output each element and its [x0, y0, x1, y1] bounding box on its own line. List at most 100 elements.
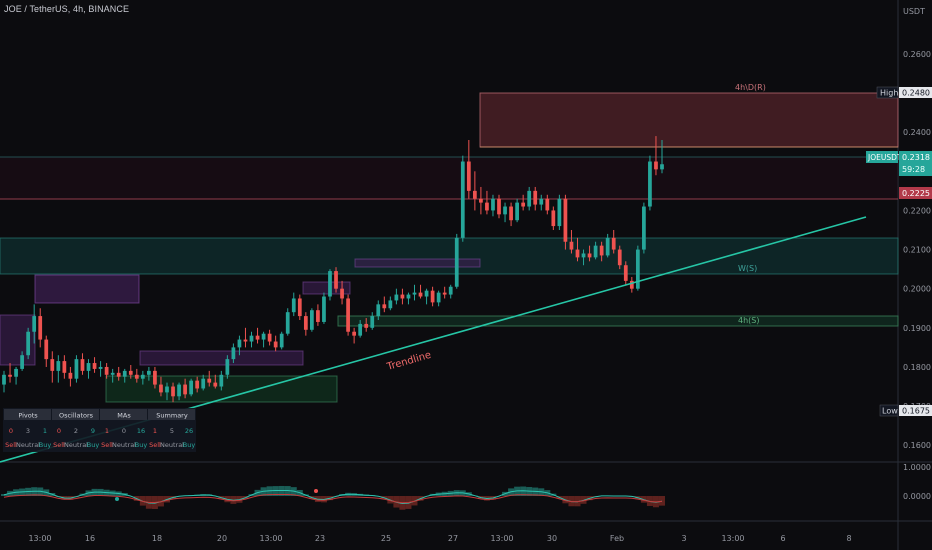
candle[interactable] — [442, 286, 447, 299]
candle[interactable] — [310, 308, 314, 332]
candle[interactable] — [38, 308, 43, 348]
candle[interactable] — [527, 186, 532, 211]
candle[interactable] — [563, 194, 568, 250]
candle[interactable] — [291, 292, 296, 317]
zone-4h-d-resistance[interactable] — [479, 92, 899, 148]
candle[interactable] — [605, 233, 610, 258]
candle[interactable] — [86, 359, 91, 379]
candle[interactable] — [153, 366, 157, 389]
candle[interactable] — [545, 194, 550, 215]
candle[interactable] — [472, 171, 477, 211]
zone-weekly-support[interactable] — [0, 237, 899, 275]
candle[interactable] — [328, 269, 332, 301]
time-axis[interactable]: 13:00 16 18 20 13:00 23 25 27 13:00 30 Feb 3 13:00 6 8 — [28, 534, 851, 543]
candle[interactable] — [346, 294, 350, 336]
candle[interactable] — [533, 186, 538, 211]
candle[interactable] — [56, 355, 61, 383]
candle[interactable] — [171, 382, 175, 403]
candle[interactable] — [412, 284, 417, 301]
candle[interactable] — [316, 304, 320, 326]
candle[interactable] — [418, 284, 423, 299]
candle[interactable] — [44, 335, 49, 367]
candle[interactable] — [436, 290, 441, 307]
supply-zone-4[interactable] — [302, 281, 351, 295]
candle[interactable] — [159, 376, 163, 397]
candle[interactable] — [587, 245, 592, 262]
candle[interactable] — [642, 202, 646, 254]
candle[interactable] — [376, 300, 381, 320]
candle[interactable] — [104, 363, 109, 379]
candle[interactable] — [147, 366, 151, 381]
candle[interactable] — [521, 194, 526, 211]
candle[interactable] — [575, 237, 580, 262]
supply-zone-5[interactable] — [354, 258, 481, 268]
candle[interactable] — [189, 378, 194, 397]
candle[interactable] — [80, 353, 85, 375]
candle[interactable] — [406, 292, 411, 305]
candle[interactable] — [219, 370, 224, 391]
candle[interactable] — [599, 241, 604, 262]
candle[interactable] — [557, 194, 562, 230]
candle[interactable] — [231, 343, 236, 364]
oscillator-pane[interactable] — [1, 485, 665, 510]
candle[interactable] — [430, 286, 435, 307]
candle[interactable] — [551, 206, 556, 230]
candle[interactable] — [382, 296, 387, 313]
candle[interactable] — [68, 366, 73, 387]
candle[interactable] — [26, 327, 31, 360]
candle[interactable] — [8, 363, 12, 383]
candle[interactable] — [485, 190, 489, 215]
candle[interactable] — [207, 370, 212, 387]
candle[interactable] — [466, 140, 471, 199]
candle[interactable] — [358, 320, 363, 338]
candle[interactable] — [364, 318, 369, 332]
candle[interactable] — [195, 376, 200, 393]
candle[interactable] — [629, 276, 634, 293]
candle[interactable] — [273, 335, 278, 352]
candle[interactable] — [267, 329, 272, 346]
candle[interactable] — [128, 365, 133, 379]
candle[interactable] — [503, 202, 507, 223]
candle[interactable] — [654, 136, 658, 176]
candle[interactable] — [183, 378, 187, 399]
candle[interactable] — [454, 233, 459, 289]
candle[interactable] — [74, 355, 79, 383]
candle[interactable] — [400, 288, 405, 305]
candle[interactable] — [98, 361, 103, 377]
candle[interactable] — [303, 312, 308, 336]
candle[interactable] — [165, 382, 169, 401]
candle[interactable] — [279, 331, 284, 350]
candle[interactable] — [14, 366, 18, 385]
candle[interactable] — [237, 335, 242, 356]
candle[interactable] — [448, 284, 453, 299]
candle[interactable] — [491, 194, 495, 217]
candle[interactable] — [92, 357, 97, 373]
candle[interactable] — [340, 280, 344, 305]
candle[interactable] — [539, 194, 544, 211]
candle[interactable] — [50, 351, 55, 383]
candle[interactable] — [32, 304, 37, 344]
candle[interactable] — [122, 368, 127, 383]
candles-layer[interactable] — [2, 136, 664, 403]
candle[interactable] — [635, 245, 640, 291]
candle[interactable] — [617, 245, 622, 270]
candle[interactable] — [116, 366, 121, 381]
zone-4h-support[interactable] — [337, 315, 899, 327]
candle[interactable] — [62, 355, 67, 379]
candle[interactable] — [593, 241, 598, 260]
candle[interactable] — [322, 292, 326, 324]
candle[interactable] — [140, 370, 145, 385]
candle[interactable] — [201, 374, 206, 391]
candle[interactable] — [370, 312, 375, 330]
supply-zone-3[interactable] — [139, 350, 304, 366]
candle[interactable] — [623, 261, 628, 285]
candle[interactable] — [648, 155, 652, 211]
supply-zone-1[interactable] — [34, 274, 140, 304]
candle[interactable] — [460, 155, 465, 242]
candle[interactable] — [177, 382, 181, 401]
candle[interactable] — [261, 331, 266, 348]
candle[interactable] — [352, 327, 356, 344]
candle[interactable] — [243, 327, 248, 348]
